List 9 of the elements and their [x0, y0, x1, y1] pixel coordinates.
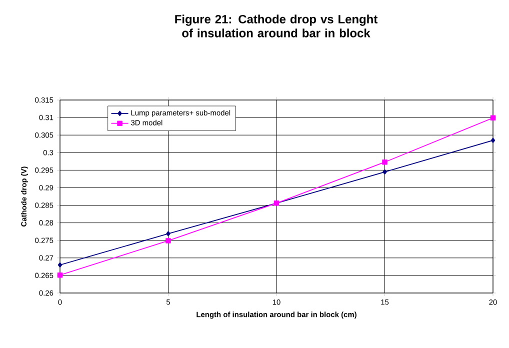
point: [166, 231, 170, 236]
point: [166, 238, 171, 244]
point: [382, 169, 387, 175]
point: [490, 138, 496, 143]
point: [57, 272, 63, 278]
chart-title: Figure 21: Cathode drop vs Lenght of insulation around bar in block: [175, 14, 378, 38]
point: [58, 262, 62, 268]
point: [490, 115, 496, 121]
point: [382, 159, 388, 165]
